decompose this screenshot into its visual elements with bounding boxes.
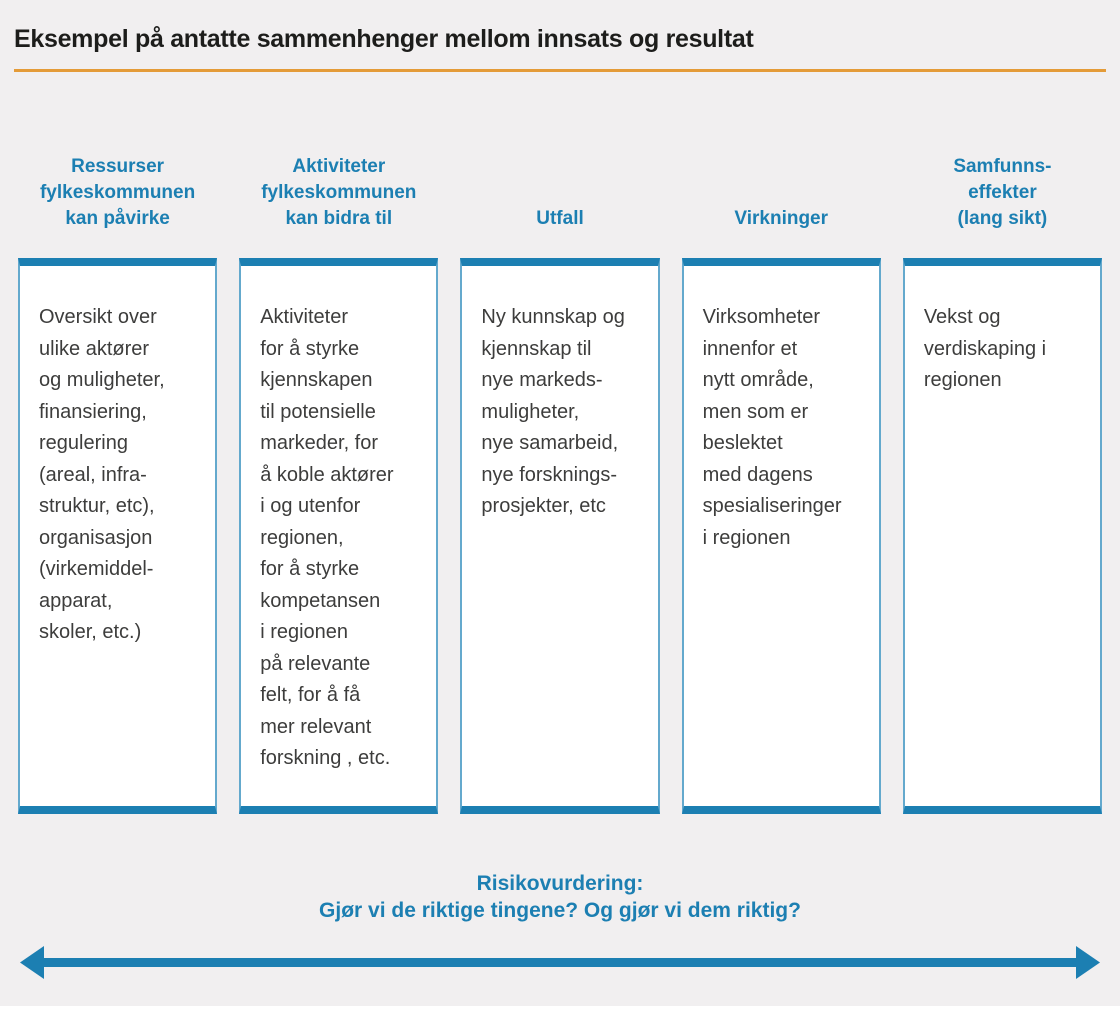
orange-divider: [14, 69, 1106, 72]
column-aktiviteter: Aktiviteter fylkeskommunen kan bidra til…: [239, 148, 439, 814]
column-box-virkninger: Virksomheter innenfor et nytt område, me…: [681, 258, 881, 814]
risk-arrow-container: [14, 938, 1106, 986]
column-box-samfunnseffekter: Vekst og verdiskaping i regionen: [902, 258, 1103, 814]
column-header-aktiviteter: Aktiviteter fylkeskommunen kan bidra til: [261, 156, 417, 229]
figure-title: Eksempel på antatte sammenhenger mellom …: [14, 25, 754, 53]
column-samfunnseffekter: Samfunns- effekter (lang sikt) Vekst og …: [902, 148, 1103, 814]
column-box-utfall: Ny kunnskap og kjennskap til nye markeds…: [460, 258, 660, 814]
logic-model-columns: Ressurser fylkeskommunen kan påvirke Ove…: [18, 148, 1103, 814]
double-arrow-icon: [20, 946, 1100, 979]
column-box-aktiviteter: Aktiviteter for å styrke kjennskapen til…: [239, 258, 439, 814]
column-header-samfunnseffekter: Samfunns- effekter (lang sikt): [953, 156, 1052, 229]
column-header-utfall: Utfall: [536, 208, 584, 229]
column-header-virkninger: Virkninger: [734, 208, 829, 229]
risk-assessment-label: Risikovurdering: Gjør vi de riktige ting…: [319, 872, 801, 922]
column-box-ressurser: Oversikt over ulike aktører og mulighete…: [18, 258, 218, 814]
column-utfall: Utfall Ny kunnskap og kjennskap til nye …: [460, 148, 660, 814]
column-ressurser: Ressurser fylkeskommunen kan påvirke Ove…: [18, 148, 218, 814]
column-header-ressurser: Ressurser fylkeskommunen kan påvirke: [39, 156, 196, 229]
column-virkninger: Virkninger Virksomheter innenfor et nytt…: [681, 148, 881, 814]
